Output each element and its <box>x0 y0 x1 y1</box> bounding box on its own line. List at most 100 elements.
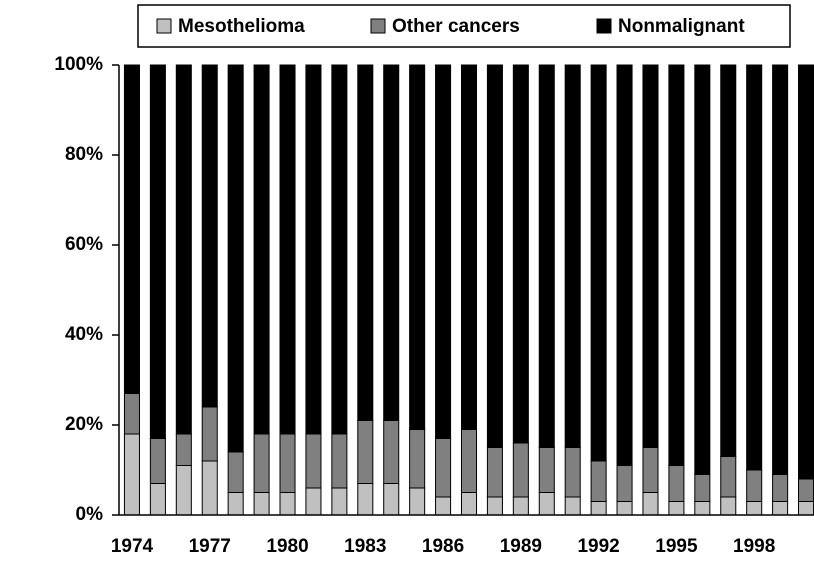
legend-box <box>137 4 791 48</box>
bar-segment <box>538 64 555 448</box>
bar-segment <box>253 64 270 435</box>
bar-segment <box>616 64 633 466</box>
bar-segment <box>616 501 633 516</box>
bar-segment <box>512 496 529 516</box>
y-tick-label: 20% <box>65 414 103 435</box>
bar-segment <box>720 64 737 457</box>
bar-segment <box>253 492 270 516</box>
bar-segment <box>201 64 218 408</box>
bar-segment <box>409 429 426 489</box>
y-tick-label: 100% <box>54 54 103 75</box>
bar-segment <box>409 64 426 430</box>
y-tick-label: 40% <box>65 324 103 345</box>
bar-segment <box>409 487 426 516</box>
bar-segment <box>227 492 244 516</box>
legend-label: Nonmalignant <box>618 16 745 37</box>
bar-segment <box>123 393 140 435</box>
bar-segment <box>201 460 218 516</box>
bar-segment <box>279 492 296 516</box>
bar-segment <box>383 64 400 421</box>
y-tick-label: 80% <box>65 144 103 165</box>
bar-segment <box>227 64 244 453</box>
bar-segment <box>772 474 789 502</box>
legend-swatch <box>370 18 386 34</box>
bar-segment <box>694 474 711 502</box>
bar-segment <box>357 64 374 421</box>
bar-segment <box>668 64 685 466</box>
bar-segment <box>746 501 763 516</box>
legend-swatch <box>596 18 612 34</box>
bar-segment <box>798 478 814 502</box>
bar-segment <box>435 496 452 516</box>
bar-segment <box>279 433 296 493</box>
bar-segment <box>564 64 581 448</box>
bar-segment <box>383 483 400 516</box>
bar-segment <box>305 487 322 516</box>
bar-segment <box>253 433 270 493</box>
bar-segment <box>357 483 374 516</box>
bar-segment <box>305 433 322 489</box>
bar-segment <box>746 64 763 471</box>
bar-segment <box>564 496 581 516</box>
bar-segment <box>538 492 555 516</box>
bar-segment <box>460 492 478 516</box>
bar-segment <box>798 64 814 480</box>
bar-segment <box>460 64 478 430</box>
bar-segment <box>590 460 607 502</box>
bar-segment <box>201 406 218 462</box>
y-tick-label: 60% <box>65 234 103 255</box>
bar-segment <box>227 451 244 493</box>
legend-label: Mesothelioma <box>178 16 305 37</box>
bar-segment <box>668 465 685 502</box>
bar-segment <box>331 433 348 489</box>
bar-segment <box>331 487 348 516</box>
bar-segment <box>149 438 166 484</box>
bar-segment <box>175 64 192 435</box>
bar-segment <box>512 442 529 498</box>
bar-segment <box>486 64 503 448</box>
bar-segment <box>668 501 685 516</box>
bar-segment <box>305 64 322 435</box>
x-tick-label: 1983 <box>344 536 386 557</box>
bar-segment <box>590 64 607 462</box>
bar-segment <box>435 438 452 498</box>
bar-segment <box>331 64 348 435</box>
bar-segment <box>642 492 659 516</box>
bar-segment <box>460 429 478 493</box>
x-tick-label: 1974 <box>111 536 154 557</box>
bar-segment <box>694 501 711 516</box>
x-tick-label: 1998 <box>733 536 775 557</box>
bar-segment <box>616 465 633 502</box>
bar-segment <box>564 447 581 498</box>
bar-segment <box>720 456 737 498</box>
bar-segment <box>486 447 503 498</box>
bar-segment <box>175 465 192 516</box>
bar-segment <box>642 64 659 448</box>
bar-segment <box>279 64 296 435</box>
bar-segment <box>772 64 789 475</box>
bar-segment <box>123 433 140 516</box>
bar-segment <box>123 64 140 394</box>
x-tick-label: 1992 <box>577 536 619 557</box>
x-tick-label: 1989 <box>500 536 542 557</box>
bar-segment <box>486 496 503 516</box>
bar-segment <box>512 64 529 444</box>
x-tick-label: 1980 <box>266 536 308 557</box>
bar-segment <box>175 433 192 466</box>
bar-segment <box>435 64 452 439</box>
bar-segment <box>772 501 789 516</box>
bar-segment <box>590 501 607 516</box>
legend-swatch <box>156 18 172 34</box>
bar-segment <box>149 64 166 439</box>
bar-segment <box>149 483 166 516</box>
y-tick-label: 0% <box>76 504 104 525</box>
bar-segment <box>357 420 374 484</box>
legend-label: Other cancers <box>392 16 520 37</box>
bar-segment <box>720 496 737 516</box>
x-tick-label: 1986 <box>422 536 464 557</box>
bar-segment <box>798 501 814 516</box>
bar-segment <box>538 447 555 493</box>
bar-segment <box>642 447 659 493</box>
